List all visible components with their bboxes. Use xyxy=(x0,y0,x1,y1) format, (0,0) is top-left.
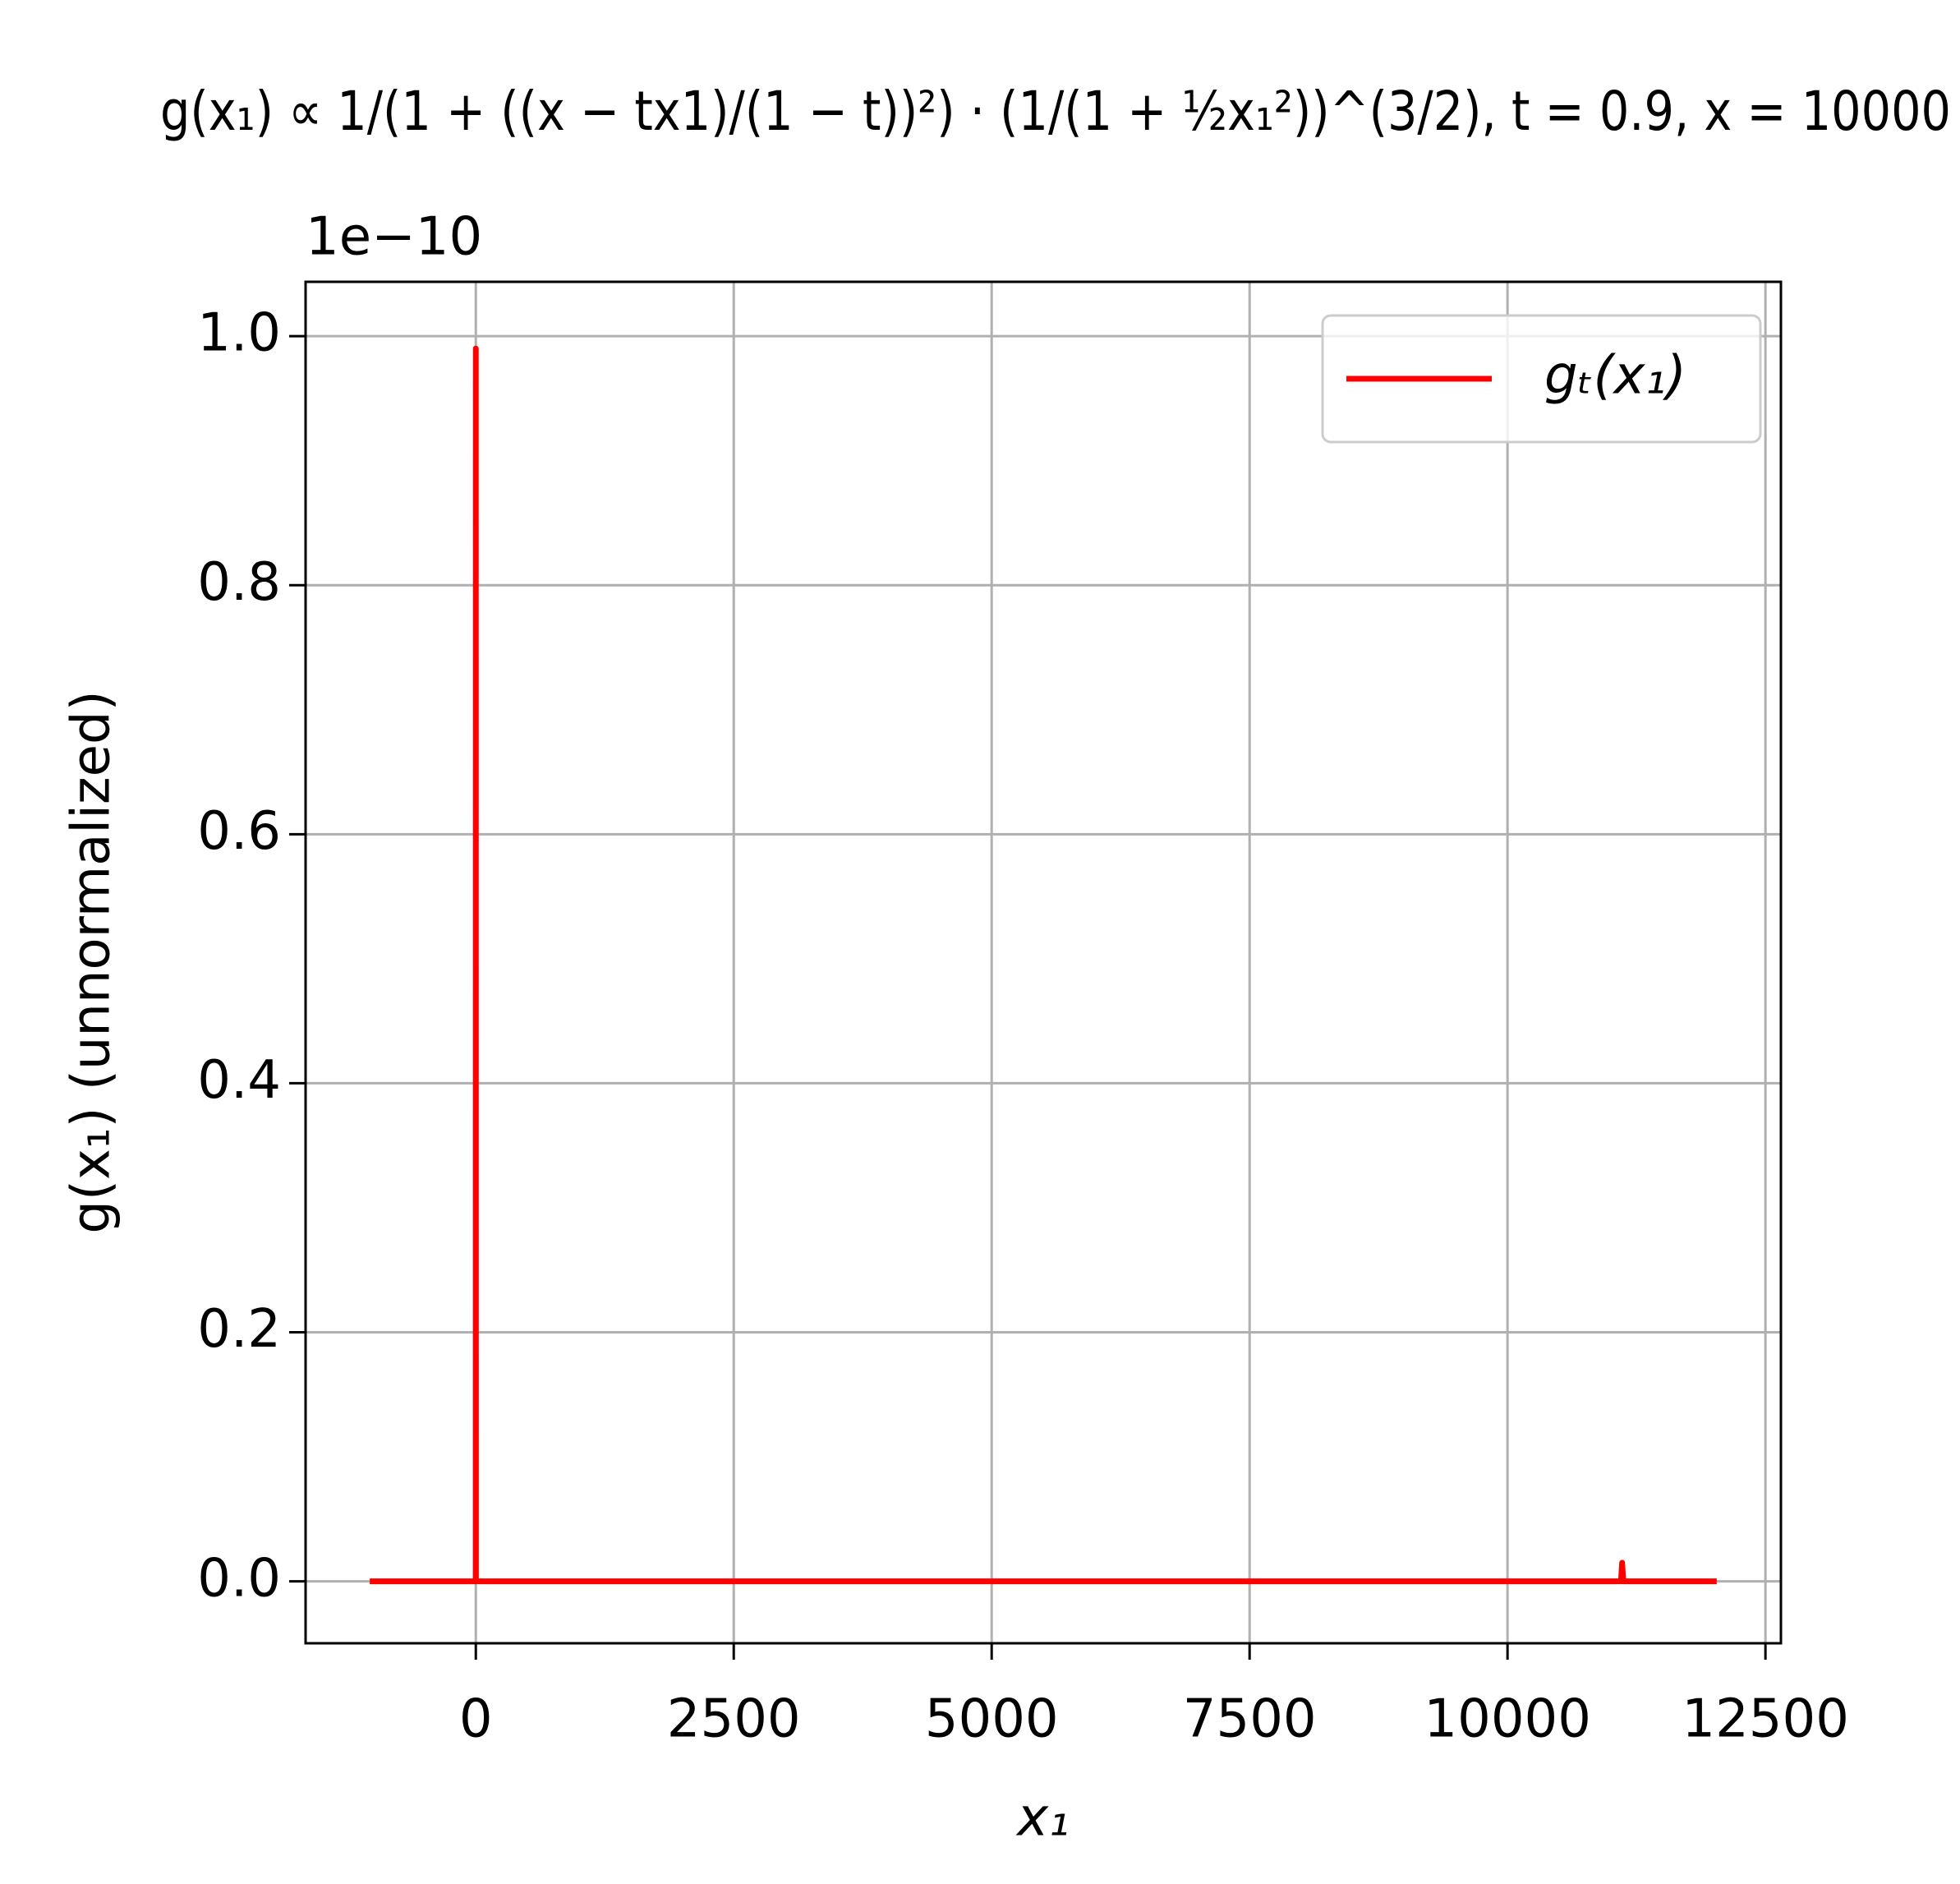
axes-frame xyxy=(304,280,1783,1645)
y-tick-label: 0.8 xyxy=(197,552,281,613)
y-tick-label: 0.6 xyxy=(197,801,281,862)
y-tick-label: 0.0 xyxy=(197,1548,281,1609)
chart-title: g(x₁) ∝ 1/(1 + ((x − tx1)/(1 − t))²) · (… xyxy=(160,80,1951,143)
x-tick-label: 12500 xyxy=(1682,1689,1849,1750)
y-tick-label: 0.4 xyxy=(197,1050,281,1111)
y-tick-label: 0.2 xyxy=(197,1299,281,1360)
x-tick-label: 10000 xyxy=(1424,1689,1591,1750)
x-tick-label: 7500 xyxy=(1183,1689,1317,1750)
legend-label: gₜ(x₁) xyxy=(1544,346,1686,407)
x-tick-label: 0 xyxy=(459,1689,493,1750)
legend-box xyxy=(1321,314,1762,444)
x-axis-label: x₁ xyxy=(1015,1788,1070,1849)
data-line xyxy=(370,345,1717,1585)
y-offset-text: 1e−10 xyxy=(306,207,482,268)
y-tick-label: 1.0 xyxy=(197,303,281,364)
x-tick-label: 2500 xyxy=(667,1689,801,1750)
y-axis-label: g(x₁) (unnormalized) xyxy=(62,690,122,1233)
x-tick-label: 5000 xyxy=(925,1689,1059,1750)
